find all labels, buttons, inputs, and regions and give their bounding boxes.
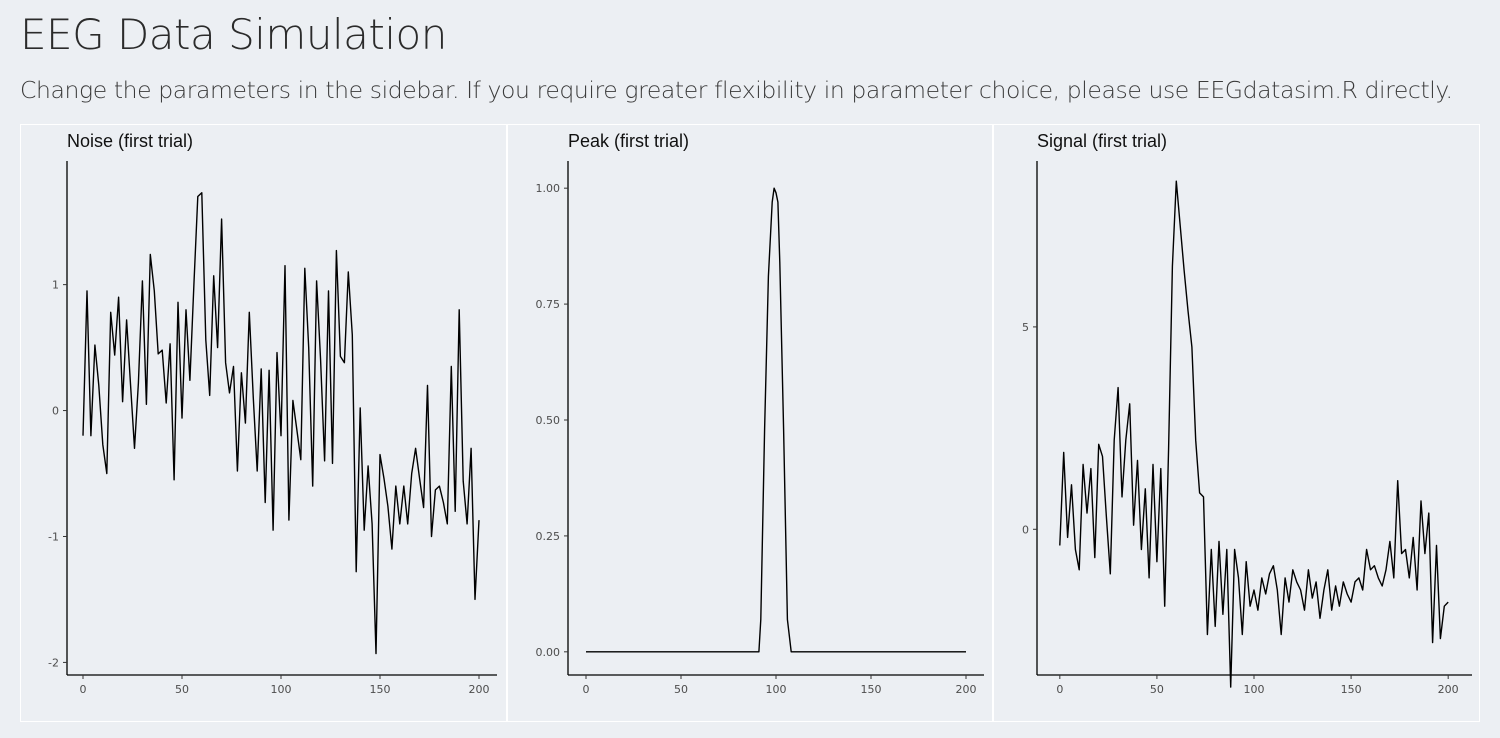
x-tick-label: 50 [1150, 683, 1164, 696]
x-tick-label: 50 [175, 683, 189, 696]
signal-chart: Signal (first trial)050 50 100 150 200 [1022, 131, 1472, 696]
x-tick-label: 200 [956, 683, 977, 696]
page-subtitle: Change the parameters in the sidebar. If… [20, 76, 1453, 104]
chart-title: Peak (first trial) [568, 131, 689, 151]
x-tick-label: 50 [674, 683, 688, 696]
signal-plot-panel: Signal (first trial) 0 5 0 50 100 150 200 [993, 124, 1480, 722]
y-tick-label: 1 [52, 279, 59, 292]
x-tick-label: 200 [469, 683, 490, 696]
x-tick-label: 100 [1244, 683, 1265, 696]
x-tick-label: 150 [370, 683, 391, 696]
x-tick-label: 100 [271, 683, 292, 696]
series-line [586, 187, 966, 653]
y-tick-label: 0 [52, 405, 59, 418]
noise-chart: Noise (first trial) -2 -1 0 1 0 50 100 150 200 [48, 131, 497, 696]
peak-chart: Peak (first trial) 0.00 0.25 0.50 0.75 1.00 0 5… [536, 131, 984, 696]
series-line [82, 191, 480, 655]
page-title: EEG Data Simulation [20, 10, 447, 59]
y-tick-label: 0 [1022, 523, 1029, 536]
y-tick-label: 0.00 [536, 646, 561, 659]
y-tick-label: 0.25 [536, 530, 561, 543]
y-tick-label: 5 [1022, 321, 1029, 334]
y-tick-label: 0.75 [536, 298, 561, 311]
y-tick-label: 1.00 [536, 182, 561, 195]
chart-title: Noise (first trial) [67, 131, 193, 151]
noise-plot-panel: Noise (first trial) -2 -1 0 1 0 50 100 150 200 [20, 124, 507, 722]
x-tick-label: 200 [1438, 683, 1459, 696]
x-tick-label: 0 [583, 683, 590, 696]
y-tick-label: -1 [48, 530, 59, 543]
x-tick-label: 0 [80, 683, 87, 696]
x-tick-label: 150 [1341, 683, 1362, 696]
peak-plot-panel: Peak (first trial) 0.00 0.25 0.50 0.75 1.00 0 5… [507, 124, 993, 722]
x-tick-label: 150 [861, 683, 882, 696]
x-tick-label: 0 [1056, 683, 1063, 696]
series-line [1059, 180, 1449, 688]
x-tick-label: 100 [766, 683, 787, 696]
y-tick-label: 0.50 [536, 414, 561, 427]
plot-area: Noise (first trial) -2 -1 0 1 0 50 100 150 200 Pe… [20, 124, 1480, 724]
chart-title: Signal (first trial) [1037, 131, 1167, 151]
y-tick-label: -2 [48, 656, 59, 669]
